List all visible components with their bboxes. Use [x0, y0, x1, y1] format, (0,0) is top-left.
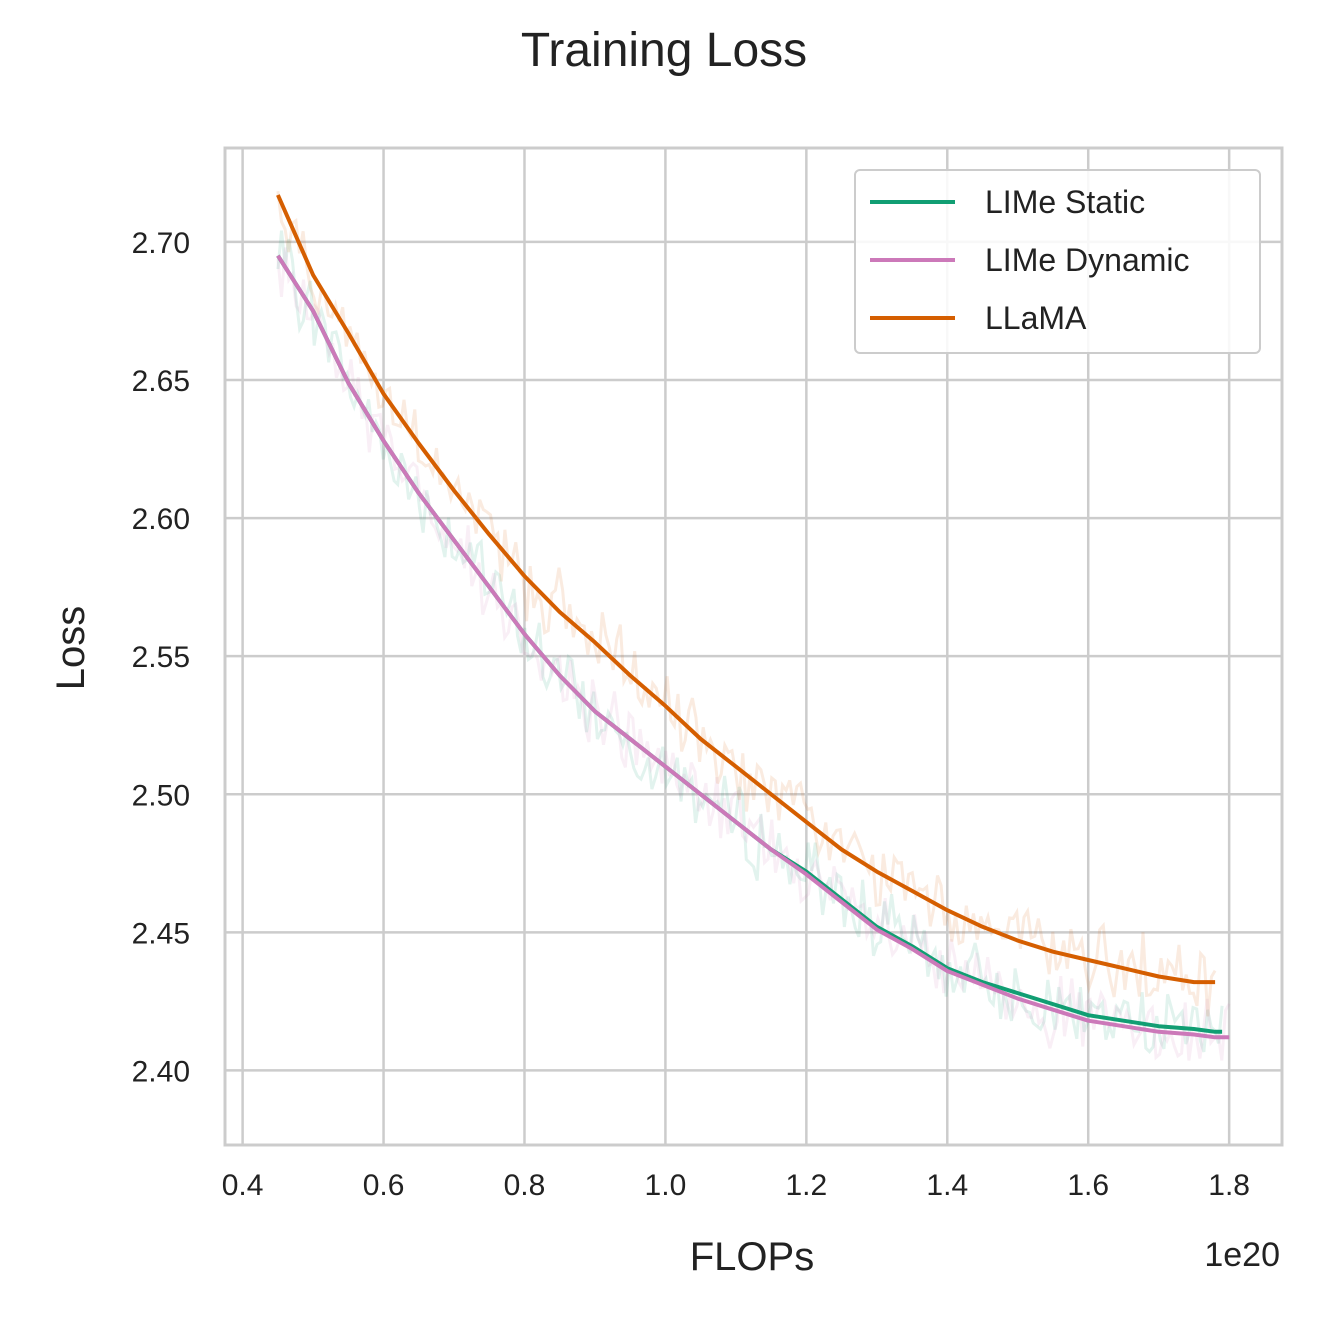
- chart-title: Training Loss: [521, 24, 807, 77]
- x-tick-label: 0.4: [222, 1169, 264, 1202]
- legend-label: LIMe Dynamic: [985, 242, 1190, 278]
- y-tick-labels: 2.40 2.45 2.50 2.55 2.60 2.65 2.70: [132, 227, 190, 1089]
- plot-frame: [223, 146, 1284, 1147]
- y-tick-label: 2.70: [132, 227, 190, 260]
- y-tick-label: 2.60: [132, 503, 190, 536]
- series-lines: [276, 194, 1230, 1040]
- x-tick-label: 1.6: [1067, 1169, 1109, 1202]
- y-axis-label: Loss: [49, 606, 93, 691]
- x-axis-label: FLOPs: [690, 1235, 814, 1279]
- legend-label: LLaMA: [985, 300, 1087, 336]
- y-tick-label: 2.55: [132, 641, 190, 674]
- series-line: [276, 254, 1230, 1040]
- x-tick-label: 0.8: [504, 1169, 546, 1202]
- y-tick-label: 2.40: [132, 1055, 190, 1088]
- x-axis-offset-label: 1e20: [1204, 1236, 1280, 1274]
- legend: LIMe Static LIMe Dynamic LLaMA: [854, 169, 1261, 354]
- y-tick-label: 2.65: [132, 365, 190, 398]
- legend-label: LIMe Static: [985, 184, 1145, 220]
- x-tick-label: 1.4: [926, 1169, 968, 1202]
- x-tick-label: 0.6: [363, 1169, 405, 1202]
- series-noise-band: [276, 247, 1231, 1061]
- x-tick-label: 1.0: [645, 1169, 687, 1202]
- x-tick-label: 1.8: [1208, 1169, 1250, 1202]
- series-line: [276, 194, 1216, 985]
- x-tick-labels: 0.4 0.6 0.8 1.0 1.2 1.4 1.6 1.8: [222, 1169, 1250, 1202]
- y-tick-label: 2.50: [132, 779, 190, 812]
- y-tick-label: 2.45: [132, 917, 190, 950]
- legend-box: [854, 169, 1261, 354]
- x-tick-label: 1.2: [785, 1169, 827, 1202]
